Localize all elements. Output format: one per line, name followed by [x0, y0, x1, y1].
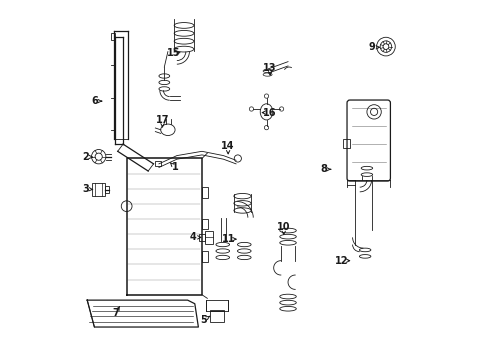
Bar: [105, 186, 109, 193]
Text: 16: 16: [263, 108, 277, 118]
Bar: [111, 33, 115, 40]
Bar: [205, 231, 213, 244]
Bar: [202, 251, 208, 262]
Text: 10: 10: [277, 222, 291, 231]
Text: 9: 9: [368, 42, 375, 52]
Text: 3: 3: [82, 184, 89, 194]
Bar: [199, 234, 205, 241]
Bar: [210, 310, 224, 321]
Bar: [343, 139, 350, 148]
Text: 8: 8: [320, 164, 327, 174]
Text: 1: 1: [172, 162, 178, 172]
Text: 2: 2: [82, 152, 89, 162]
Text: 15: 15: [167, 48, 180, 58]
Text: 12: 12: [335, 256, 348, 266]
Text: 6: 6: [91, 96, 98, 106]
Text: 14: 14: [221, 141, 235, 151]
Bar: [206, 300, 228, 311]
Text: 7: 7: [113, 308, 119, 318]
Text: 13: 13: [263, 63, 277, 73]
Text: 11: 11: [222, 234, 236, 244]
Text: 17: 17: [156, 115, 169, 125]
Bar: [202, 187, 208, 198]
Bar: [155, 161, 161, 166]
Text: 5: 5: [200, 315, 207, 325]
Bar: [202, 219, 208, 229]
Bar: [92, 183, 105, 196]
Text: 4: 4: [190, 232, 196, 242]
